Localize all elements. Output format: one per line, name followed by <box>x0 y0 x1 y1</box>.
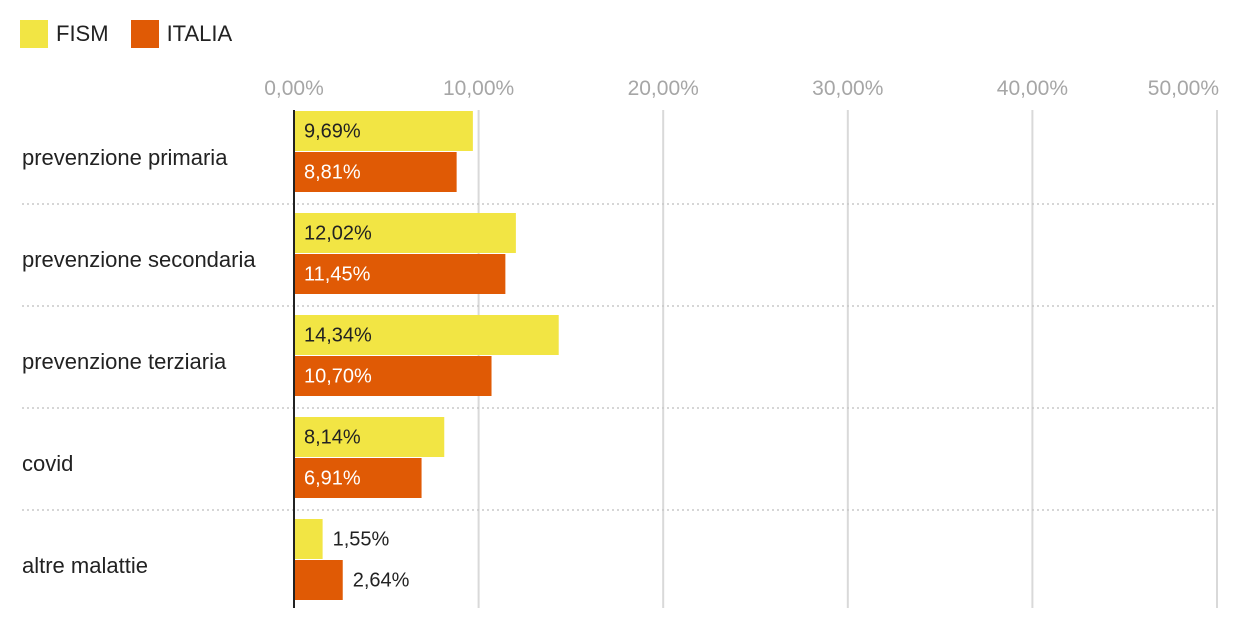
bar-fism <box>294 519 323 559</box>
bar-italia <box>294 458 422 498</box>
data-label: 14,34% <box>304 324 372 346</box>
bar-italia <box>294 560 343 600</box>
x-tick-label: 50,00% <box>1148 77 1219 100</box>
x-tick-label: 20,00% <box>628 77 699 100</box>
category-label: prevenzione secondaria <box>22 247 256 272</box>
legend-swatch-fism <box>20 20 48 48</box>
legend: FISM ITALIA <box>20 20 254 48</box>
bar-fism <box>294 213 516 253</box>
category-label: prevenzione primaria <box>22 145 228 170</box>
legend-item-fism: FISM <box>20 20 109 48</box>
bar-fism <box>294 111 473 151</box>
data-label: 2,64% <box>353 569 410 591</box>
data-label: 9,69% <box>304 120 361 142</box>
bar-fism <box>294 315 559 355</box>
legend-swatch-italia <box>130 20 159 48</box>
data-label: 6,91% <box>304 467 361 489</box>
x-tick-label: 40,00% <box>997 77 1068 100</box>
data-label: 10,70% <box>304 365 372 387</box>
x-tick-label: 10,00% <box>443 77 514 100</box>
legend-label-italia: ITALIA <box>166 21 233 46</box>
data-label: 8,14% <box>304 426 361 448</box>
bar-italia <box>294 356 492 396</box>
data-label: 11,45% <box>304 263 371 285</box>
bar-fism <box>294 417 445 457</box>
category-label: covid <box>22 451 73 476</box>
x-tick-label: 30,00% <box>812 77 883 100</box>
legend-item-italia: ITALIA <box>130 20 233 48</box>
legend-label-fism: FISM <box>56 21 109 46</box>
bar-italia <box>294 152 457 192</box>
data-label: 8,81% <box>304 161 361 183</box>
x-tick-label: 0,00% <box>264 77 324 100</box>
category-label: prevenzione terziaria <box>22 349 227 374</box>
data-label: 1,55% <box>333 528 390 550</box>
data-label: 12,02% <box>304 222 372 244</box>
bar-italia <box>294 254 506 294</box>
category-label: altre malattie <box>22 553 148 578</box>
